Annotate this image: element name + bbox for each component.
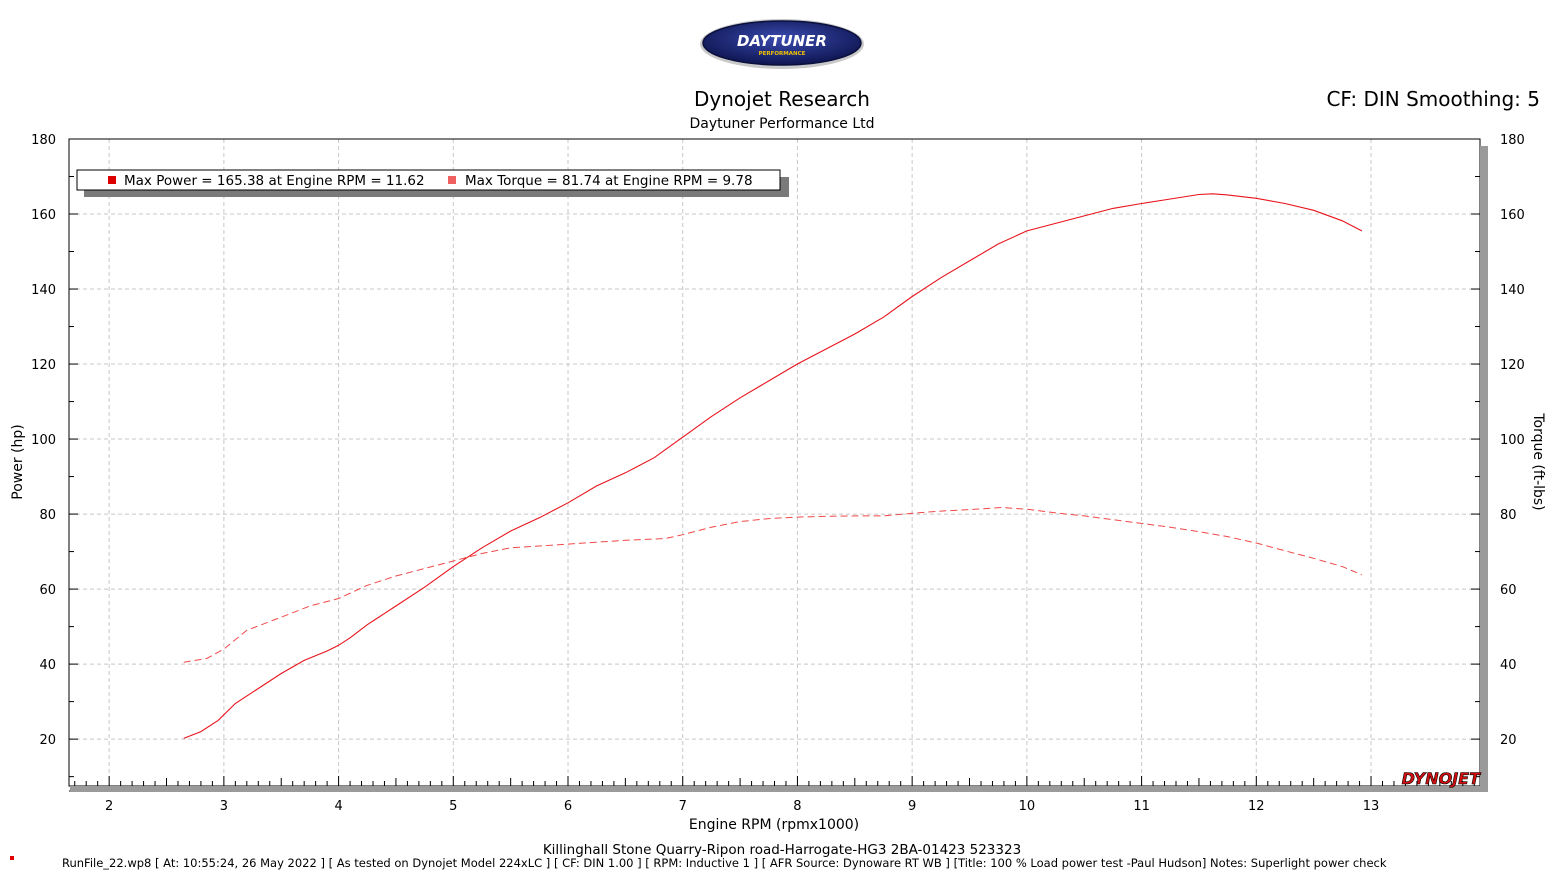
legend-torque-entry: Max Torque = 81.74 at Engine RPM = 9.78 <box>465 173 753 189</box>
y-right-tick-label: 160 <box>1500 208 1525 223</box>
plot-frame <box>68 138 1481 787</box>
x-tick-label: 6 <box>564 799 572 814</box>
legend: Max Power = 165.38 at Engine RPM = 11.62… <box>76 169 789 197</box>
legend-torque-marker <box>448 176 456 184</box>
logo-text: DAYTUNER <box>737 32 827 50</box>
y-right-tick-label: 100 <box>1500 433 1525 448</box>
y-left-tick-label: 100 <box>31 433 56 448</box>
y-left-tick-label: 140 <box>31 283 56 298</box>
y-right-tick-label: 60 <box>1500 583 1517 598</box>
y-axis-left: 20 40 60 80 100 120 140 160 180 <box>31 133 78 778</box>
x-tick-label: 13 <box>1363 799 1380 814</box>
y-left-tick-label: 60 <box>39 583 56 598</box>
grid-lines <box>69 139 1480 786</box>
chart-subtitle: Daytuner Performance Ltd <box>689 116 874 132</box>
y-axis-right-title: Torque (ft-lbs) <box>1530 412 1546 510</box>
y-right-tick-label: 80 <box>1500 508 1517 523</box>
y-right-tick-label: 120 <box>1500 358 1525 373</box>
power-series-line <box>183 193 1363 739</box>
y-right-tick-label: 140 <box>1500 283 1525 298</box>
daytuner-logo: DAYTUNER PERFORMANCE <box>700 19 864 69</box>
x-tick-label: 9 <box>908 799 916 814</box>
dynojet-brand-mark: DYNOJET <box>1402 769 1482 788</box>
x-tick-label: 10 <box>1019 799 1036 814</box>
y-left-tick-label: 180 <box>31 133 56 148</box>
y-right-tick-label: 40 <box>1500 658 1517 673</box>
y-left-tick-label: 80 <box>39 508 56 523</box>
x-tick-label: 8 <box>793 799 801 814</box>
chart-title: Dynojet Research <box>694 87 870 111</box>
x-tick-label: 11 <box>1133 799 1150 814</box>
x-tick-label: 3 <box>220 799 228 814</box>
logo-subtext: PERFORMANCE <box>759 51 806 57</box>
y-left-tick-label: 40 <box>39 658 56 673</box>
y-left-tick-label: 120 <box>31 358 56 373</box>
x-tick-label: 4 <box>334 799 342 814</box>
y-right-tick-label: 180 <box>1500 133 1525 148</box>
x-tick-label: 12 <box>1248 799 1265 814</box>
x-axis: 2 3 4 5 6 7 8 9 10 11 12 13 <box>74 776 1475 814</box>
cf-smoothing-info: CF: DIN Smoothing: 5 <box>1326 87 1540 111</box>
x-tick-label: 5 <box>449 799 457 814</box>
y-left-tick-label: 20 <box>39 733 56 748</box>
y-axis-right: 20 40 60 80 100 120 140 160 180 <box>1471 133 1525 778</box>
y-axis-left-title: Power (hp) <box>10 424 26 499</box>
x-tick-label: 2 <box>105 799 113 814</box>
x-axis-title: Engine RPM (rpmx1000) <box>689 817 859 833</box>
y-left-tick-label: 160 <box>31 208 56 223</box>
legend-power-entry: Max Power = 165.38 at Engine RPM = 11.62 <box>124 173 425 189</box>
footer-location: Killinghall Stone Quarry-Ripon road-Harr… <box>543 842 1021 858</box>
legend-power-marker <box>108 176 116 184</box>
torque-series-line <box>183 506 1362 663</box>
footer-marker <box>10 856 14 860</box>
y-right-tick-label: 20 <box>1500 733 1517 748</box>
x-tick-label: 7 <box>679 799 687 814</box>
footer-run-info: RunFile_22.wp8 [ At: 10:55:24, 26 May 20… <box>62 856 1387 870</box>
